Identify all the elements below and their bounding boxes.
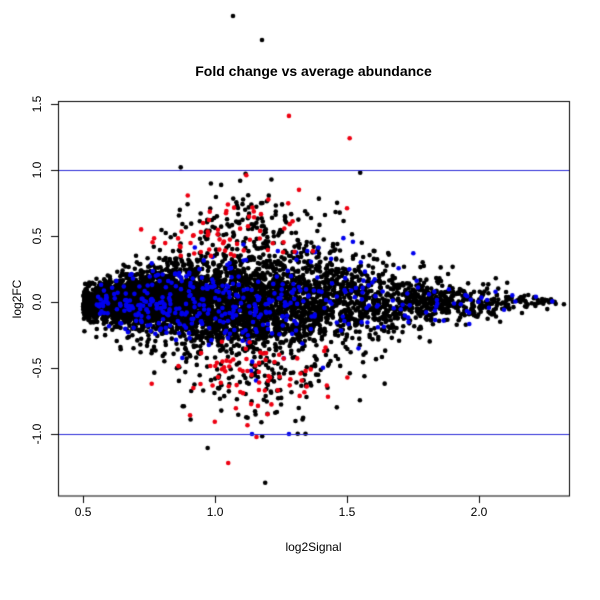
x-tick-label: 1.5 [338, 505, 356, 519]
y-axis-label: log2FC [10, 279, 24, 319]
x-tick-label: 0.5 [74, 505, 92, 519]
y-tick-label: 0.0 [30, 293, 44, 311]
y-tick-label: -1.0 [30, 423, 44, 445]
x-tick-label: 2.0 [470, 505, 488, 519]
y-tick-label: 1.5 [30, 95, 44, 113]
chart-title: Fold change vs average abundance [195, 63, 432, 79]
y-tick-label: 1.0 [30, 161, 44, 179]
y-tick-label: -0.5 [30, 357, 44, 379]
y-tick-label: 0.5 [30, 227, 44, 245]
x-tick-label: 1.0 [206, 505, 224, 519]
x-axis-label: log2Signal [285, 540, 342, 554]
